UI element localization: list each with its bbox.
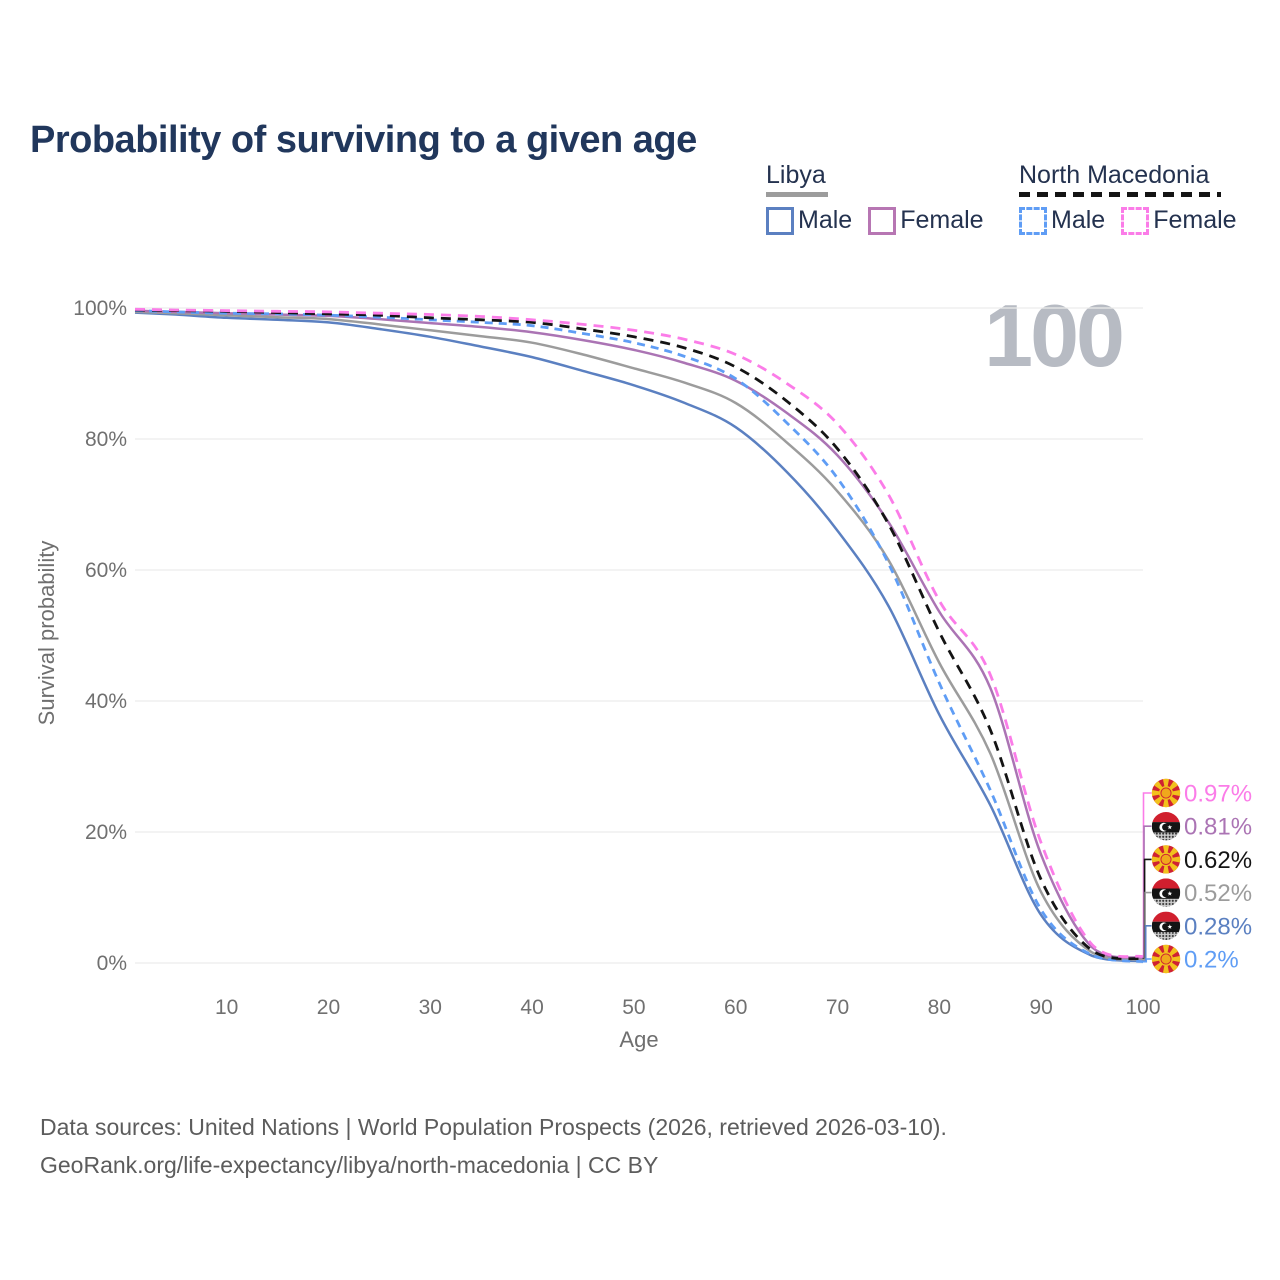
- north-macedonia-dashed-line-sample: [1019, 192, 1221, 197]
- curve-north-macedonia-female[interactable]: [134, 307, 1144, 958]
- curve-libya[interactable]: [134, 310, 1144, 961]
- y-tick-label-80: 80%: [85, 428, 127, 451]
- footer: Data sources: United Nations | World Pop…: [40, 1108, 947, 1184]
- legend-group-libya: Libya Male Female: [766, 161, 1000, 235]
- x-axis-title: Age: [619, 1027, 659, 1052]
- curve-libya-female[interactable]: [134, 309, 1144, 959]
- y-axis-title: Survival probability: [34, 540, 59, 726]
- end-label-north-macedonia-female: 0.97%: [1184, 781, 1252, 808]
- x-tick-label-30: 30: [419, 996, 442, 1019]
- curve-north-macedonia-male[interactable]: [134, 309, 1144, 964]
- libya-female-swatch-icon: [868, 206, 897, 235]
- legend-group-north-macedonia: North Macedonia Male Female: [1019, 161, 1253, 235]
- age-counter-watermark: 100: [984, 286, 1125, 385]
- nm-female-swatch-icon: [1121, 206, 1150, 235]
- x-tick-label-50: 50: [622, 996, 645, 1019]
- y-tick-label-60: 60%: [85, 559, 127, 582]
- y-tick-label-20: 20%: [85, 821, 127, 844]
- curve-libya-male[interactable]: [134, 311, 1144, 963]
- x-tick-label-80: 80: [928, 996, 951, 1019]
- legend-header-north-macedonia: North Macedonia: [1019, 161, 1210, 189]
- end-label-libya-male: 0.28%: [1184, 913, 1252, 940]
- flag-north-macedonia-icon: [1151, 778, 1181, 808]
- flag-north-macedonia-icon: [1151, 845, 1181, 874]
- x-tick-label-20: 20: [317, 996, 340, 1019]
- connector-north-macedonia-male: [1142, 958, 1152, 963]
- x-tick-label-10: 10: [215, 996, 238, 1019]
- legend-label-libya-female: Female: [900, 206, 984, 234]
- flag-libya-icon: [1151, 911, 1181, 940]
- nm-male-swatch-icon: [1019, 206, 1047, 235]
- legend-item-nm-male[interactable]: Male: [1019, 206, 1105, 235]
- footer-data-sources: Data sources: United Nations | World Pop…: [40, 1114, 947, 1140]
- libya-male-swatch-icon: [766, 206, 794, 235]
- legend-header-libya: Libya: [766, 161, 826, 189]
- x-tick-label-60: 60: [724, 996, 747, 1019]
- y-tick-label-0: 0%: [97, 952, 127, 975]
- connector-north-macedonia: [1142, 858, 1152, 960]
- footer-attribution: GeoRank.org/life-expectancy/libya/north-…: [40, 1152, 659, 1178]
- legend-label-nm-male: Male: [1051, 206, 1106, 234]
- flag-north-macedonia-icon: [1151, 944, 1181, 974]
- curve-north-macedonia[interactable]: [134, 308, 1144, 961]
- end-label-libya-female: 0.81%: [1184, 814, 1252, 841]
- end-label-north-macedonia: 0.62%: [1184, 847, 1252, 874]
- x-tick-label-40: 40: [520, 996, 543, 1019]
- libya-solid-line-sample: [766, 192, 828, 197]
- end-label-north-macedonia-male: 0.2%: [1184, 947, 1239, 974]
- legend-item-libya-male[interactable]: Male: [766, 206, 852, 235]
- x-tick-label-100: 100: [1125, 996, 1160, 1019]
- end-label-libya: 0.52%: [1184, 880, 1252, 907]
- legend-item-libya-female[interactable]: Female: [868, 206, 984, 235]
- x-tick-label-90: 90: [1030, 996, 1053, 1019]
- x-tick-label-70: 70: [826, 996, 849, 1019]
- y-tick-label-100: 100%: [73, 297, 127, 320]
- legend-label-libya-male: Male: [798, 206, 853, 234]
- y-tick-label-40: 40%: [85, 690, 127, 713]
- legend-item-nm-female[interactable]: Female: [1121, 206, 1237, 235]
- legend-label-nm-female: Female: [1153, 206, 1237, 234]
- flag-libya-icon: [1151, 878, 1181, 907]
- page-title: Probability of surviving to a given age: [30, 119, 697, 162]
- flag-libya-icon: [1151, 812, 1181, 841]
